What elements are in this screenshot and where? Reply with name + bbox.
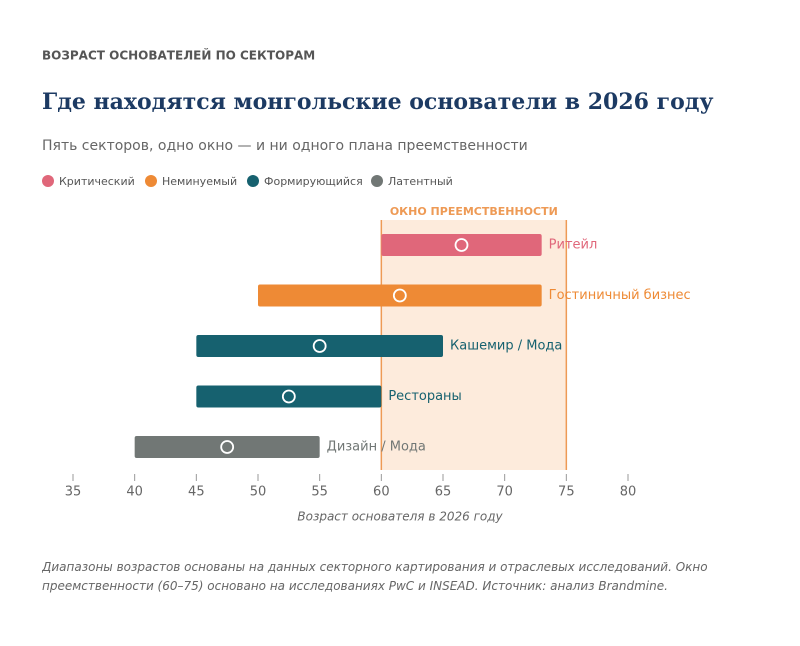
x-tick-label: 80 [620, 485, 637, 500]
legend-label: Формирующийся [264, 175, 363, 188]
range-bar [134, 436, 320, 458]
marker [220, 440, 235, 454]
bar-label: Гостиничный бизнес [549, 288, 691, 303]
chart-title: Где находятся монгольские основатели в 2… [42, 89, 714, 115]
range-bar [196, 335, 443, 357]
x-tick-label: 75 [558, 485, 575, 500]
x-tick-label: 60 [373, 485, 390, 500]
bar-label: Рестораны [388, 389, 462, 404]
x-tick-label: 55 [311, 485, 328, 500]
kicker: ВОЗРАСТ ОСНОВАТЕЛЕЙ ПО СЕКТОРАМ [42, 48, 315, 63]
x-tick-label: 40 [126, 485, 143, 500]
subtitle: Пять секторов, одно окно — и ни одного п… [42, 138, 528, 154]
legend-swatch [247, 175, 259, 187]
x-axis-title: Возраст основателя в 2026 году [297, 510, 503, 524]
range-bar [258, 284, 542, 307]
bar-label: Кашемир / Мода [450, 339, 562, 354]
x-tick-label: 70 [496, 485, 513, 500]
legend-label: Неминуемый [162, 175, 237, 188]
marker [392, 288, 407, 303]
x-tick-label: 35 [65, 485, 82, 500]
x-tick-label: 50 [250, 485, 267, 500]
legend-label: Латентный [388, 175, 453, 188]
footnote-box: Диапазоны возрастов основаны на данных с… [42, 560, 708, 593]
window-label: ОКНО ПРЕЕМСТВЕННОСТИ [390, 205, 558, 218]
footnote: Диапазоны возрастов основаны на данных с… [42, 560, 708, 593]
marker [454, 238, 469, 252]
marker [312, 339, 327, 353]
bar-label: Дизайн / Мода [327, 440, 426, 455]
legend-swatch [145, 175, 157, 187]
legend-label: Критический [59, 175, 135, 188]
x-tick-label: 65 [435, 485, 452, 500]
bar-label: Ритейл [549, 238, 598, 253]
x-tick-label: 45 [188, 485, 205, 500]
range-bar [196, 385, 382, 408]
marker [281, 389, 296, 404]
range-bar [381, 234, 542, 256]
legend-swatch [371, 175, 383, 187]
legend-swatch [42, 175, 54, 187]
